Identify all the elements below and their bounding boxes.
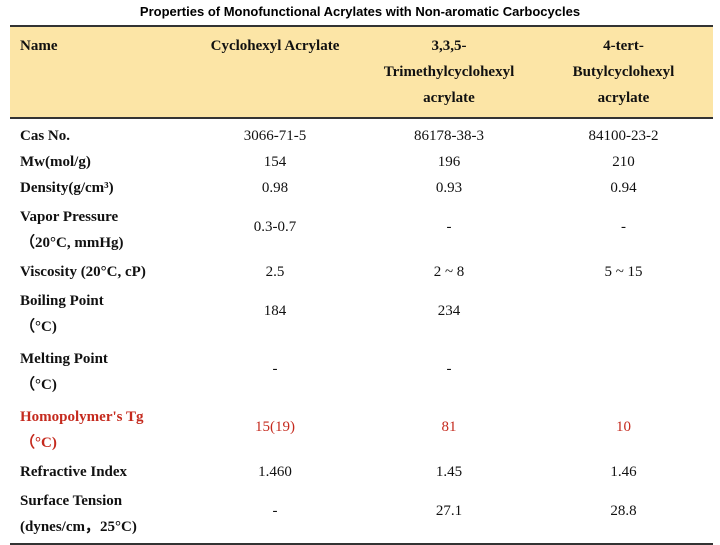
row-label-line: (dynes/cm，25°C) bbox=[20, 519, 137, 535]
row-label-line: Density(g/cm³) bbox=[20, 180, 114, 196]
table-cell: 234 bbox=[437, 302, 461, 319]
row-label: Surface Tension (dynes/cm，25°C) bbox=[10, 485, 186, 544]
table-cell: 27.1 bbox=[435, 502, 463, 519]
table-cell-highlight: 81 bbox=[441, 418, 457, 435]
table-row: Viscosity (20°C, cP) 2.5 2 ~ 8 5 ~ 15 bbox=[10, 259, 713, 285]
table-cell: 0.3-0.7 bbox=[253, 218, 297, 235]
table-cell: 196 bbox=[437, 153, 461, 170]
row-label-line: （20°C, mmHg) bbox=[20, 235, 124, 251]
properties-table: Name Cyclohexyl Acrylate 3,3,5- Trimethy… bbox=[10, 25, 713, 545]
table-row: Vapor Pressure （20°C, mmHg) 0.3-0.7 - - bbox=[10, 201, 713, 259]
table-cell: - bbox=[446, 218, 452, 235]
table-cell: 1.46 bbox=[610, 463, 637, 480]
table-row: Surface Tension (dynes/cm，25°C) - 27.1 2… bbox=[10, 485, 713, 544]
row-label-line: Homopolymer's Tg bbox=[20, 409, 144, 425]
table-cell: 86178-38-3 bbox=[414, 127, 484, 144]
table-cell: 184 bbox=[263, 302, 287, 319]
table-row: Density(g/cm³) 0.98 0.93 0.94 bbox=[10, 175, 713, 201]
row-label-line: Cas No. bbox=[20, 128, 71, 144]
row-label: Refractive Index bbox=[10, 459, 186, 485]
row-label: Viscosity (20°C, cP) bbox=[10, 259, 186, 285]
row-label-line: Refractive Index bbox=[20, 464, 128, 480]
table-row: Boiling Point （°C) 184 234 bbox=[10, 285, 713, 343]
row-label-line: （°C) bbox=[20, 377, 57, 393]
row-label: Vapor Pressure （20°C, mmHg) bbox=[10, 201, 186, 259]
header-line: Cyclohexyl Acrylate bbox=[210, 38, 340, 54]
header-butylcyclohexyl-acrylate: 4-tert- Butylcyclohexyl acrylate bbox=[534, 26, 713, 118]
table-cell-highlight: 15(19) bbox=[255, 418, 295, 435]
table-cell: 84100-23-2 bbox=[588, 127, 659, 144]
table-cell: - bbox=[272, 360, 278, 377]
table-cell: 0.98 bbox=[261, 179, 289, 196]
table-cell: - bbox=[621, 218, 626, 235]
table-cell: 3066-71-5 bbox=[243, 127, 307, 144]
row-label-line: Viscosity (20°C, cP) bbox=[20, 264, 146, 280]
table-row: Melting Point （°C) - - bbox=[10, 343, 713, 401]
header-cyclohexyl-acrylate: Cyclohexyl Acrylate bbox=[186, 26, 364, 118]
header-line: Trimethylcyclohexyl bbox=[383, 64, 515, 80]
table-cell: 1.45 bbox=[435, 463, 463, 480]
table-body: Cas No. 3066-71-5 86178-38-3 84100-23-2 … bbox=[10, 118, 713, 544]
table-cell: 2 ~ 8 bbox=[433, 263, 465, 280]
table-cell: 5 ~ 15 bbox=[604, 263, 643, 280]
table-title: Properties of Monofunctional Acrylates w… bbox=[139, 4, 581, 19]
table-cell: 210 bbox=[612, 153, 635, 170]
row-label-line: Melting Point bbox=[20, 351, 108, 367]
table-row: Mw(mol/g) 154 196 210 bbox=[10, 149, 713, 175]
row-label-line: Surface Tension bbox=[20, 493, 123, 509]
header-name: Name bbox=[20, 38, 58, 54]
table-row: Homopolymer's Tg （°C) 15(19) 81 10 bbox=[10, 401, 713, 459]
header-line: acrylate bbox=[423, 90, 475, 106]
row-label: Melting Point （°C) bbox=[10, 343, 186, 401]
header-line: 3,3,5- bbox=[431, 38, 467, 54]
row-label-line: （°C) bbox=[20, 435, 57, 451]
table-cell: - bbox=[272, 502, 278, 519]
table-cell: 0.93 bbox=[435, 179, 463, 196]
header-line: acrylate bbox=[597, 90, 650, 106]
table-cell-highlight: 10 bbox=[616, 418, 631, 435]
row-label-line: （°C) bbox=[20, 319, 57, 335]
table-cell: - bbox=[446, 360, 452, 377]
table-cell: 0.94 bbox=[610, 179, 637, 196]
table-header: Name Cyclohexyl Acrylate 3,3,5- Trimethy… bbox=[10, 26, 713, 118]
row-label-line: Vapor Pressure bbox=[20, 209, 119, 225]
row-label-line: Boiling Point bbox=[20, 293, 104, 309]
header-line: 4-tert- bbox=[603, 38, 644, 54]
table-cell: 2.5 bbox=[265, 263, 285, 280]
row-label-line: Mw(mol/g) bbox=[20, 154, 91, 170]
header-trimethylcyclohexyl-acrylate: 3,3,5- Trimethylcyclohexyl acrylate bbox=[364, 26, 534, 118]
table-cell bbox=[534, 343, 713, 401]
row-label: Cas No. bbox=[10, 118, 186, 149]
table-row: Cas No. 3066-71-5 86178-38-3 84100-23-2 bbox=[10, 118, 713, 149]
table-row: Refractive Index 1.460 1.45 1.46 bbox=[10, 459, 713, 485]
header-row: Name Cyclohexyl Acrylate 3,3,5- Trimethy… bbox=[10, 26, 713, 118]
row-label: Boiling Point （°C) bbox=[10, 285, 186, 343]
header-line: Butylcyclohexyl bbox=[572, 64, 675, 80]
table-cell: 28.8 bbox=[610, 502, 637, 519]
row-label: Mw(mol/g) bbox=[10, 149, 186, 175]
row-label-highlight: Homopolymer's Tg （°C) bbox=[10, 401, 186, 459]
row-label: Density(g/cm³) bbox=[10, 175, 186, 201]
table-cell: 1.460 bbox=[258, 463, 292, 480]
table-cell bbox=[534, 285, 713, 343]
table-cell: 154 bbox=[263, 153, 287, 170]
